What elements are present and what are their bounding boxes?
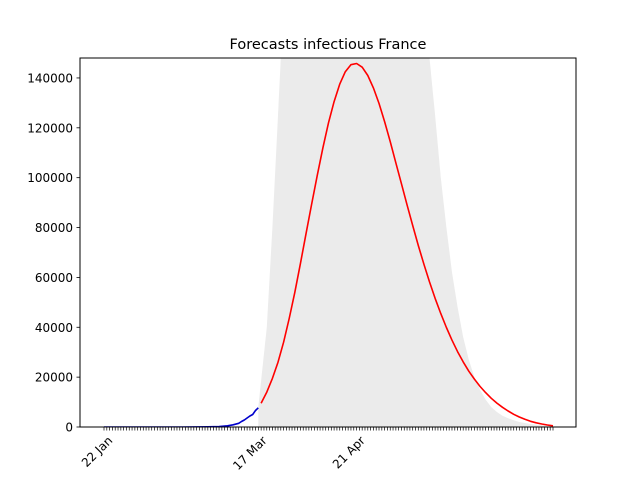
plot-frame bbox=[79, 57, 577, 428]
y-tick-label: 120000 bbox=[27, 121, 73, 135]
y-tick-label: 0 bbox=[65, 421, 73, 435]
y-tick-label: 20000 bbox=[35, 371, 73, 385]
y-tick-label: 140000 bbox=[27, 71, 73, 85]
y-tick-label: 60000 bbox=[35, 271, 73, 285]
y-tick-label: 40000 bbox=[35, 321, 73, 335]
chart-title: Forecasts infectious France bbox=[230, 37, 427, 53]
confidence-band bbox=[258, 58, 553, 427]
y-tick-label: 100000 bbox=[27, 171, 73, 185]
y-tick-label: 80000 bbox=[35, 221, 73, 235]
series-line-forecast bbox=[260, 62, 554, 427]
